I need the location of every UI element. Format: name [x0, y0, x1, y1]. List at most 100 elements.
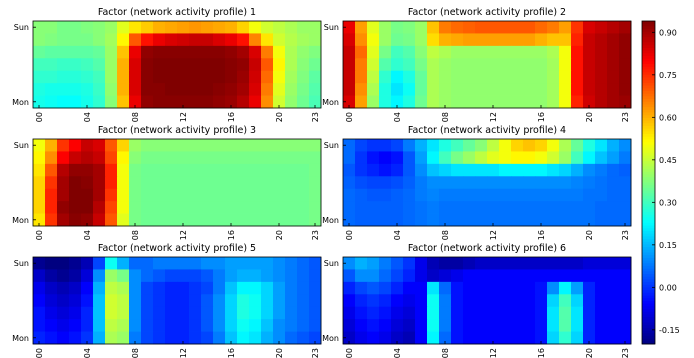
- x-tick-label: 12: [489, 112, 498, 122]
- x-tick-label: 00: [35, 230, 44, 240]
- colorbar-segment: [642, 300, 655, 305]
- heatmap-cell: [261, 269, 274, 283]
- heatmap-cell: [355, 213, 368, 227]
- heatmap-cell: [379, 319, 392, 332]
- heatmap-cell: [117, 188, 130, 202]
- heatmap-cell: [201, 33, 214, 47]
- x-tick-label: 16: [227, 230, 236, 240]
- heatmap-cell: [427, 95, 440, 109]
- x-tick-label: 08: [441, 230, 450, 240]
- heatmap-cell: [379, 188, 392, 202]
- colorbar-segment: [642, 325, 655, 329]
- heatmap-cell: [595, 163, 608, 177]
- colorbar-segment: [642, 263, 655, 267]
- heatmap-cell: [297, 201, 310, 214]
- heatmap-cell: [391, 95, 404, 109]
- heatmap-cell: [201, 294, 214, 308]
- heatmap-cell: [117, 45, 130, 59]
- heatmap-cell: [535, 95, 548, 109]
- heatmap-cell: [309, 213, 322, 227]
- heatmap-cell: [403, 281, 416, 295]
- heatmap-cell: [511, 151, 524, 165]
- heatmap-cell: [309, 176, 322, 190]
- heatmap-cell: [403, 33, 416, 47]
- colorbar-segment: [642, 182, 655, 186]
- heatmap-cell: [213, 331, 226, 345]
- colorbar-frame: [641, 20, 656, 345]
- heatmap-cell: [45, 294, 58, 308]
- heatmap-cell: [475, 331, 488, 345]
- heatmap-cell: [237, 151, 250, 165]
- x-tick-label: 23: [311, 112, 320, 122]
- x-tick-label: 23: [621, 348, 630, 358]
- heatmap-cell: [105, 213, 118, 227]
- heatmap-cell: [355, 331, 368, 345]
- heatmap-cell: [355, 151, 368, 165]
- heatmap-cell: [165, 319, 178, 332]
- heatmap-cell: [367, 33, 380, 47]
- heatmap-cell: [511, 176, 524, 190]
- heatmap-cell: [141, 269, 154, 283]
- heatmap-cell: [571, 213, 584, 227]
- heatmap-cell: [153, 58, 166, 72]
- heatmap-cell: [451, 201, 464, 214]
- heatmap-cell: [403, 201, 416, 214]
- heatmap-cell: [343, 281, 356, 295]
- panel-title: Factor (network activity profile) 4: [408, 125, 566, 136]
- x-tick-label: 04: [393, 112, 402, 122]
- heatmap-cell: [403, 306, 416, 320]
- colorbar-segment: [642, 26, 655, 30]
- y-tick-label: Mon: [12, 334, 29, 343]
- heatmap-cell: [249, 163, 262, 177]
- heatmap-cell: [249, 257, 262, 270]
- heatmap-cell: [261, 201, 274, 214]
- heatmap-cell: [177, 151, 190, 165]
- heatmap-cell: [583, 70, 596, 84]
- heatmap-cell: [105, 306, 118, 320]
- heatmap-cell: [427, 331, 440, 345]
- heatmap-cell: [33, 21, 46, 34]
- heatmap-cell: [571, 331, 584, 345]
- heatmap-cell: [129, 95, 142, 109]
- panel-frame: [342, 256, 632, 345]
- heatmap-cell: [93, 151, 106, 165]
- heatmap-cell: [451, 257, 464, 270]
- heatmap-cell: [367, 151, 380, 165]
- heatmap-cell: [57, 269, 70, 283]
- heatmap-cell: [523, 331, 536, 345]
- heatmap-cell: [415, 331, 428, 345]
- heatmap-cell: [583, 58, 596, 72]
- heatmap-cell: [475, 294, 488, 308]
- heatmap-cell: [487, 176, 500, 190]
- heatmap-cell: [619, 83, 632, 96]
- heatmap-cell: [619, 201, 632, 214]
- heatmap-cell: [69, 281, 82, 295]
- panel-title: Factor (network activity profile) 1: [98, 7, 256, 18]
- heatmap-cell: [463, 213, 476, 227]
- heatmap-cell: [427, 281, 440, 295]
- x-tick-label: 04: [83, 112, 92, 122]
- heatmap-cell: [285, 176, 298, 190]
- heatmap-cell: [33, 331, 46, 345]
- colorbar-segment: [642, 222, 655, 226]
- colorbar-segment: [642, 327, 655, 331]
- colorbar-tick-label: 0.45: [659, 156, 677, 165]
- heatmap-cell: [45, 201, 58, 214]
- heatmap-cell: [153, 176, 166, 190]
- heatmap-cell: [451, 188, 464, 202]
- colorbar-segment: [642, 115, 655, 119]
- heatmap-cell: [439, 163, 452, 177]
- heatmap-cell: [403, 257, 416, 270]
- heatmap-cell: [309, 33, 322, 47]
- heatmap-cell: [463, 70, 476, 84]
- colorbar-segment: [642, 252, 655, 256]
- heatmap-cell: [487, 70, 500, 84]
- heatmap-cell: [213, 95, 226, 109]
- heatmap-cell: [583, 21, 596, 34]
- colorbar-tick-label: 0.75: [659, 71, 677, 80]
- heatmap-cell: [571, 58, 584, 72]
- heatmap-cell: [403, 45, 416, 59]
- heatmap-cell: [583, 33, 596, 47]
- heatmap-cell: [177, 213, 190, 227]
- heatmap-cell: [213, 188, 226, 202]
